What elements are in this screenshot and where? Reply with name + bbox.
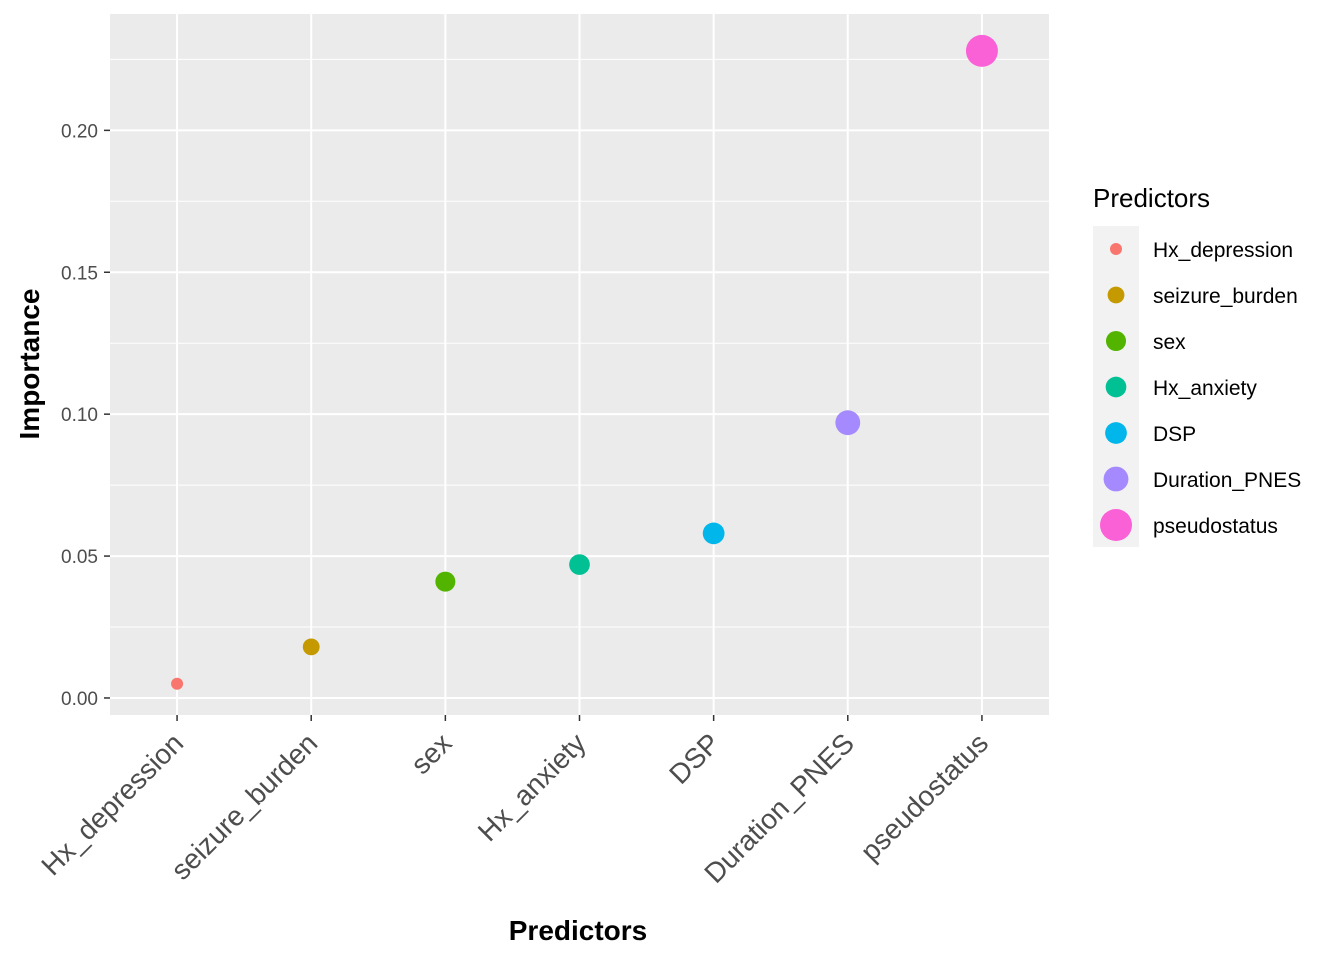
y-axis-title: Importance <box>14 289 45 440</box>
legend-key <box>1105 330 1127 352</box>
y-tick-label: 0.00 <box>61 689 98 710</box>
x-tick-label: Hx_depression <box>35 727 189 881</box>
legend-label: DSP <box>1153 423 1196 446</box>
data-point <box>435 571 456 592</box>
legend-key <box>1103 466 1129 492</box>
data-point <box>302 638 320 656</box>
legend-key <box>1105 422 1127 444</box>
x-tick-label: Hx_anxiety <box>472 727 592 847</box>
x-tick-label: DSP <box>663 727 726 790</box>
legend-label: seizure_burden <box>1153 285 1298 308</box>
data-point <box>965 34 998 67</box>
data-point <box>702 522 725 545</box>
x-axis-title: Predictors <box>509 915 648 946</box>
legend-key <box>1107 286 1125 304</box>
legend-title: Predictors <box>1093 183 1210 213</box>
data-point <box>171 677 184 690</box>
legend-label: Duration_PNES <box>1153 469 1301 492</box>
data-point <box>835 410 861 436</box>
legend-key <box>1100 509 1132 541</box>
legend-key <box>1105 376 1127 398</box>
x-tick-label: seizure_burden <box>165 727 323 885</box>
legend: Predictors Hx_depression seizure_burdense… <box>1093 183 1301 547</box>
data-point <box>569 554 590 575</box>
y-tick-label: 0.20 <box>61 121 98 142</box>
y-tick-label: 0.05 <box>61 547 98 568</box>
legend-key <box>1110 243 1122 255</box>
y-axis: 0.00 0.05 0.10 0.15 0.20 <box>61 121 110 710</box>
x-tick-label: sex <box>405 727 458 780</box>
y-tick-label: 0.15 <box>61 263 98 284</box>
legend-label: sex <box>1153 331 1186 354</box>
data-points <box>171 34 998 690</box>
major-gridlines <box>110 14 1049 715</box>
legend-label: pseudostatus <box>1153 515 1278 538</box>
x-tick-label: pseudostatus <box>854 727 994 867</box>
y-tick-label: 0.10 <box>61 405 98 426</box>
legend-label: Hx_anxiety <box>1153 377 1257 400</box>
legend-label: Hx_depression <box>1153 239 1293 262</box>
